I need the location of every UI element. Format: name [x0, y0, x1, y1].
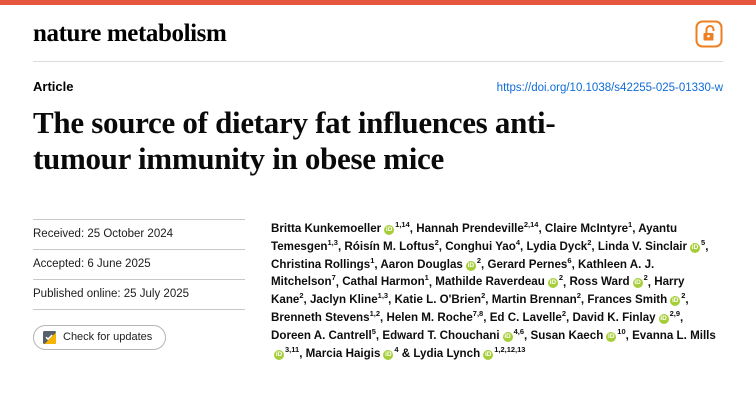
open-access-icon[interactable]	[695, 20, 723, 48]
author: Ross Ward iD2	[569, 273, 648, 289]
author-list: Britta Kunkemoeller iD1,14, Hannah Prende…	[271, 219, 716, 360]
author-affiliation-sup: 1	[424, 273, 429, 283]
orcid-icon[interactable]: iD	[274, 350, 284, 360]
author-affiliation-sup: 6	[567, 255, 572, 265]
author-affiliation-sup: 5	[371, 327, 376, 337]
orcid-icon[interactable]: iD	[658, 314, 669, 325]
received-date: Received: 25 October 2024	[33, 218, 245, 249]
author: Evanna L. MillsiD3,11	[274, 329, 716, 360]
author-affiliation-sup: 5	[701, 237, 706, 247]
author: Hannah Prendeville2,14	[416, 219, 539, 235]
author-affiliation-sup: 2	[476, 255, 482, 265]
author-affiliation-sup: 1,2,12,13	[494, 345, 526, 355]
dates-panel: Received: 25 October 2024 Accepted: 6 Ju…	[33, 218, 245, 350]
orcid-icon[interactable]: iD	[502, 332, 513, 343]
author-affiliation-sup: 4	[515, 237, 520, 247]
journal-brand-bar	[0, 0, 756, 5]
author-affiliation-sup: 2	[558, 273, 563, 283]
author-affiliation-sup: 2	[576, 291, 581, 301]
author-affiliation-sup: 1,3	[377, 291, 389, 301]
accepted-date: Accepted: 6 June 2025	[33, 248, 245, 279]
article-title: The source of dietary fat influences ant…	[33, 105, 556, 176]
orcid-icon[interactable]: iD	[383, 350, 394, 360]
masthead: nature metabolism	[33, 5, 723, 62]
author: Róisín M. Loftus2	[344, 237, 439, 253]
author-affiliation-sup: 4	[394, 345, 399, 355]
author-affiliation-sup: 4,6	[513, 327, 525, 337]
author: Ayantu Temesgen1,3	[271, 221, 678, 253]
orcid-icon[interactable]: iD	[690, 242, 701, 253]
author-affiliation-sup: 7,8	[472, 309, 484, 319]
author-affiliation-sup: 2	[681, 291, 686, 301]
author: Aaron Douglas iD2	[380, 255, 482, 271]
author-affiliation-sup: 2	[481, 291, 486, 301]
author-affiliation-sup: 2,9	[669, 309, 681, 319]
author: Brenneth Stevens1,2	[271, 309, 381, 325]
author-affiliation-sup: 1	[370, 255, 375, 265]
author: Marcia Haigis iD4	[305, 345, 399, 360]
author: Lydia Lynch iD1,2,12,13	[413, 345, 526, 360]
author: Jaclyn Kline1,3	[309, 291, 389, 307]
author: Frances Smith iD2	[587, 291, 686, 307]
author: Christina Rollings1	[271, 255, 375, 271]
author: Linda V. Sinclair iD5	[597, 237, 706, 253]
orcid-icon[interactable]: iD	[670, 296, 681, 307]
author: Claire McIntyre1	[544, 219, 633, 235]
author-affiliation-sup: 10	[617, 327, 626, 337]
crossmark-icon	[43, 330, 56, 344]
author: Gerard Pernes6	[487, 255, 572, 271]
author: Cathal Harmon1	[342, 273, 429, 289]
orcid-icon[interactable]: iD	[465, 260, 476, 271]
author-affiliation-sup: 2	[434, 237, 439, 247]
orcid-icon[interactable]: iD	[483, 350, 494, 360]
author-affiliation-sup: 2	[561, 309, 567, 319]
published-date: Published online: 25 July 2025	[33, 278, 245, 310]
author: Harry Kane2	[271, 275, 685, 307]
author-affiliation-sup: 2,14	[523, 219, 539, 229]
author: Susan Kaech iD10	[530, 327, 626, 343]
check-for-updates-label: Check for updates	[63, 331, 153, 344]
orcid-icon[interactable]: iD	[547, 278, 558, 289]
author-affiliation-sup: 1,2	[369, 309, 381, 319]
author-affiliation-sup: 3,11	[285, 345, 300, 355]
author: Conghui Yao4	[445, 237, 520, 253]
orcid-icon[interactable]: iD	[384, 224, 395, 235]
author: Ed C. Lavelle2	[489, 309, 567, 325]
author-affiliation-sup: 2	[643, 273, 648, 283]
author: Martin Brennan2	[491, 291, 581, 307]
author: Lydia Dyck2	[526, 237, 592, 253]
check-for-updates-button[interactable]: Check for updates	[33, 324, 167, 350]
author-affiliation-sup: 1,14	[395, 219, 410, 229]
author: David K. Finlay iD2,9	[572, 309, 681, 325]
orcid-icon[interactable]: iD	[632, 278, 643, 289]
author: Mathilde Raverdeau iD2	[435, 273, 563, 289]
doi-link[interactable]: https://doi.org/10.1038/s42255-025-01330…	[496, 82, 723, 94]
author-affiliation-sup: 1,3	[327, 237, 338, 247]
journal-title: nature metabolism	[33, 20, 227, 47]
author: Katie L. O'Brien2	[394, 291, 486, 307]
orcid-icon[interactable]: iD	[606, 332, 617, 343]
author-affiliation-sup: 2	[587, 237, 592, 247]
author: Helen M. Roche7,8	[386, 309, 484, 325]
author: Kathleen A. J. Mitchelson7	[271, 257, 655, 289]
author: Edward T. Chouchani iD4,6	[382, 327, 525, 343]
author-affiliation-sup: 1	[628, 219, 633, 229]
author-affiliation-sup: 7	[331, 273, 336, 283]
author: Doreen A. Cantrell5	[271, 327, 376, 343]
author: Britta Kunkemoeller iD1,14	[271, 219, 410, 235]
article-type-label: Article	[33, 79, 74, 94]
author-affiliation-sup: 2	[299, 291, 304, 301]
